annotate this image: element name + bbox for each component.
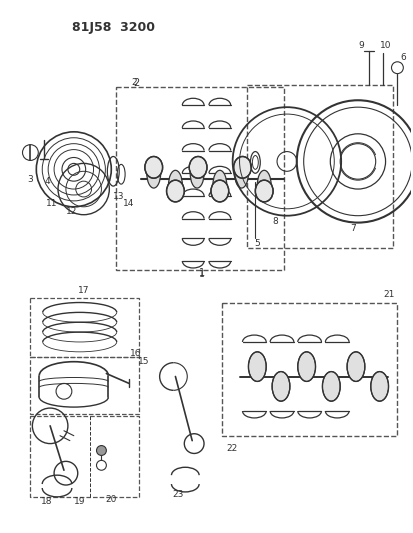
Ellipse shape [145, 157, 162, 178]
Ellipse shape [166, 180, 184, 202]
Ellipse shape [271, 372, 289, 401]
Text: 3: 3 [27, 175, 33, 184]
Text: 21: 21 [383, 290, 394, 299]
Text: 18: 18 [41, 497, 53, 506]
Text: 11: 11 [46, 199, 58, 208]
Ellipse shape [255, 180, 273, 202]
Ellipse shape [234, 158, 248, 188]
Text: 16: 16 [130, 349, 141, 358]
Text: 12: 12 [66, 207, 77, 216]
Text: 23: 23 [172, 490, 184, 499]
Ellipse shape [147, 158, 160, 188]
Text: 17: 17 [78, 286, 89, 295]
Text: 1: 1 [199, 270, 204, 279]
Text: 10: 10 [379, 42, 390, 51]
Text: 2: 2 [131, 78, 136, 87]
Ellipse shape [257, 171, 271, 200]
Text: 1: 1 [199, 268, 204, 278]
Text: 6: 6 [399, 53, 405, 62]
Text: 14: 14 [123, 199, 134, 208]
Text: 4: 4 [44, 176, 50, 185]
Ellipse shape [322, 372, 339, 401]
Ellipse shape [189, 157, 206, 178]
Ellipse shape [211, 180, 228, 202]
Ellipse shape [212, 171, 226, 200]
Circle shape [96, 446, 106, 455]
Ellipse shape [190, 158, 204, 188]
Text: 81J58  3200: 81J58 3200 [72, 21, 154, 34]
Text: 13: 13 [112, 192, 123, 201]
Ellipse shape [248, 352, 266, 382]
Ellipse shape [370, 372, 387, 401]
Text: 15: 15 [138, 357, 149, 366]
Ellipse shape [168, 171, 182, 200]
Text: 7: 7 [349, 224, 355, 233]
Ellipse shape [346, 352, 364, 382]
Ellipse shape [297, 352, 315, 382]
Text: 2: 2 [133, 78, 139, 88]
Text: 20: 20 [105, 495, 117, 504]
Text: 9: 9 [357, 42, 363, 51]
Ellipse shape [233, 157, 251, 178]
Text: 5: 5 [254, 239, 259, 248]
Text: 19: 19 [74, 497, 85, 506]
Text: 8: 8 [271, 217, 277, 226]
Text: 22: 22 [225, 444, 237, 453]
